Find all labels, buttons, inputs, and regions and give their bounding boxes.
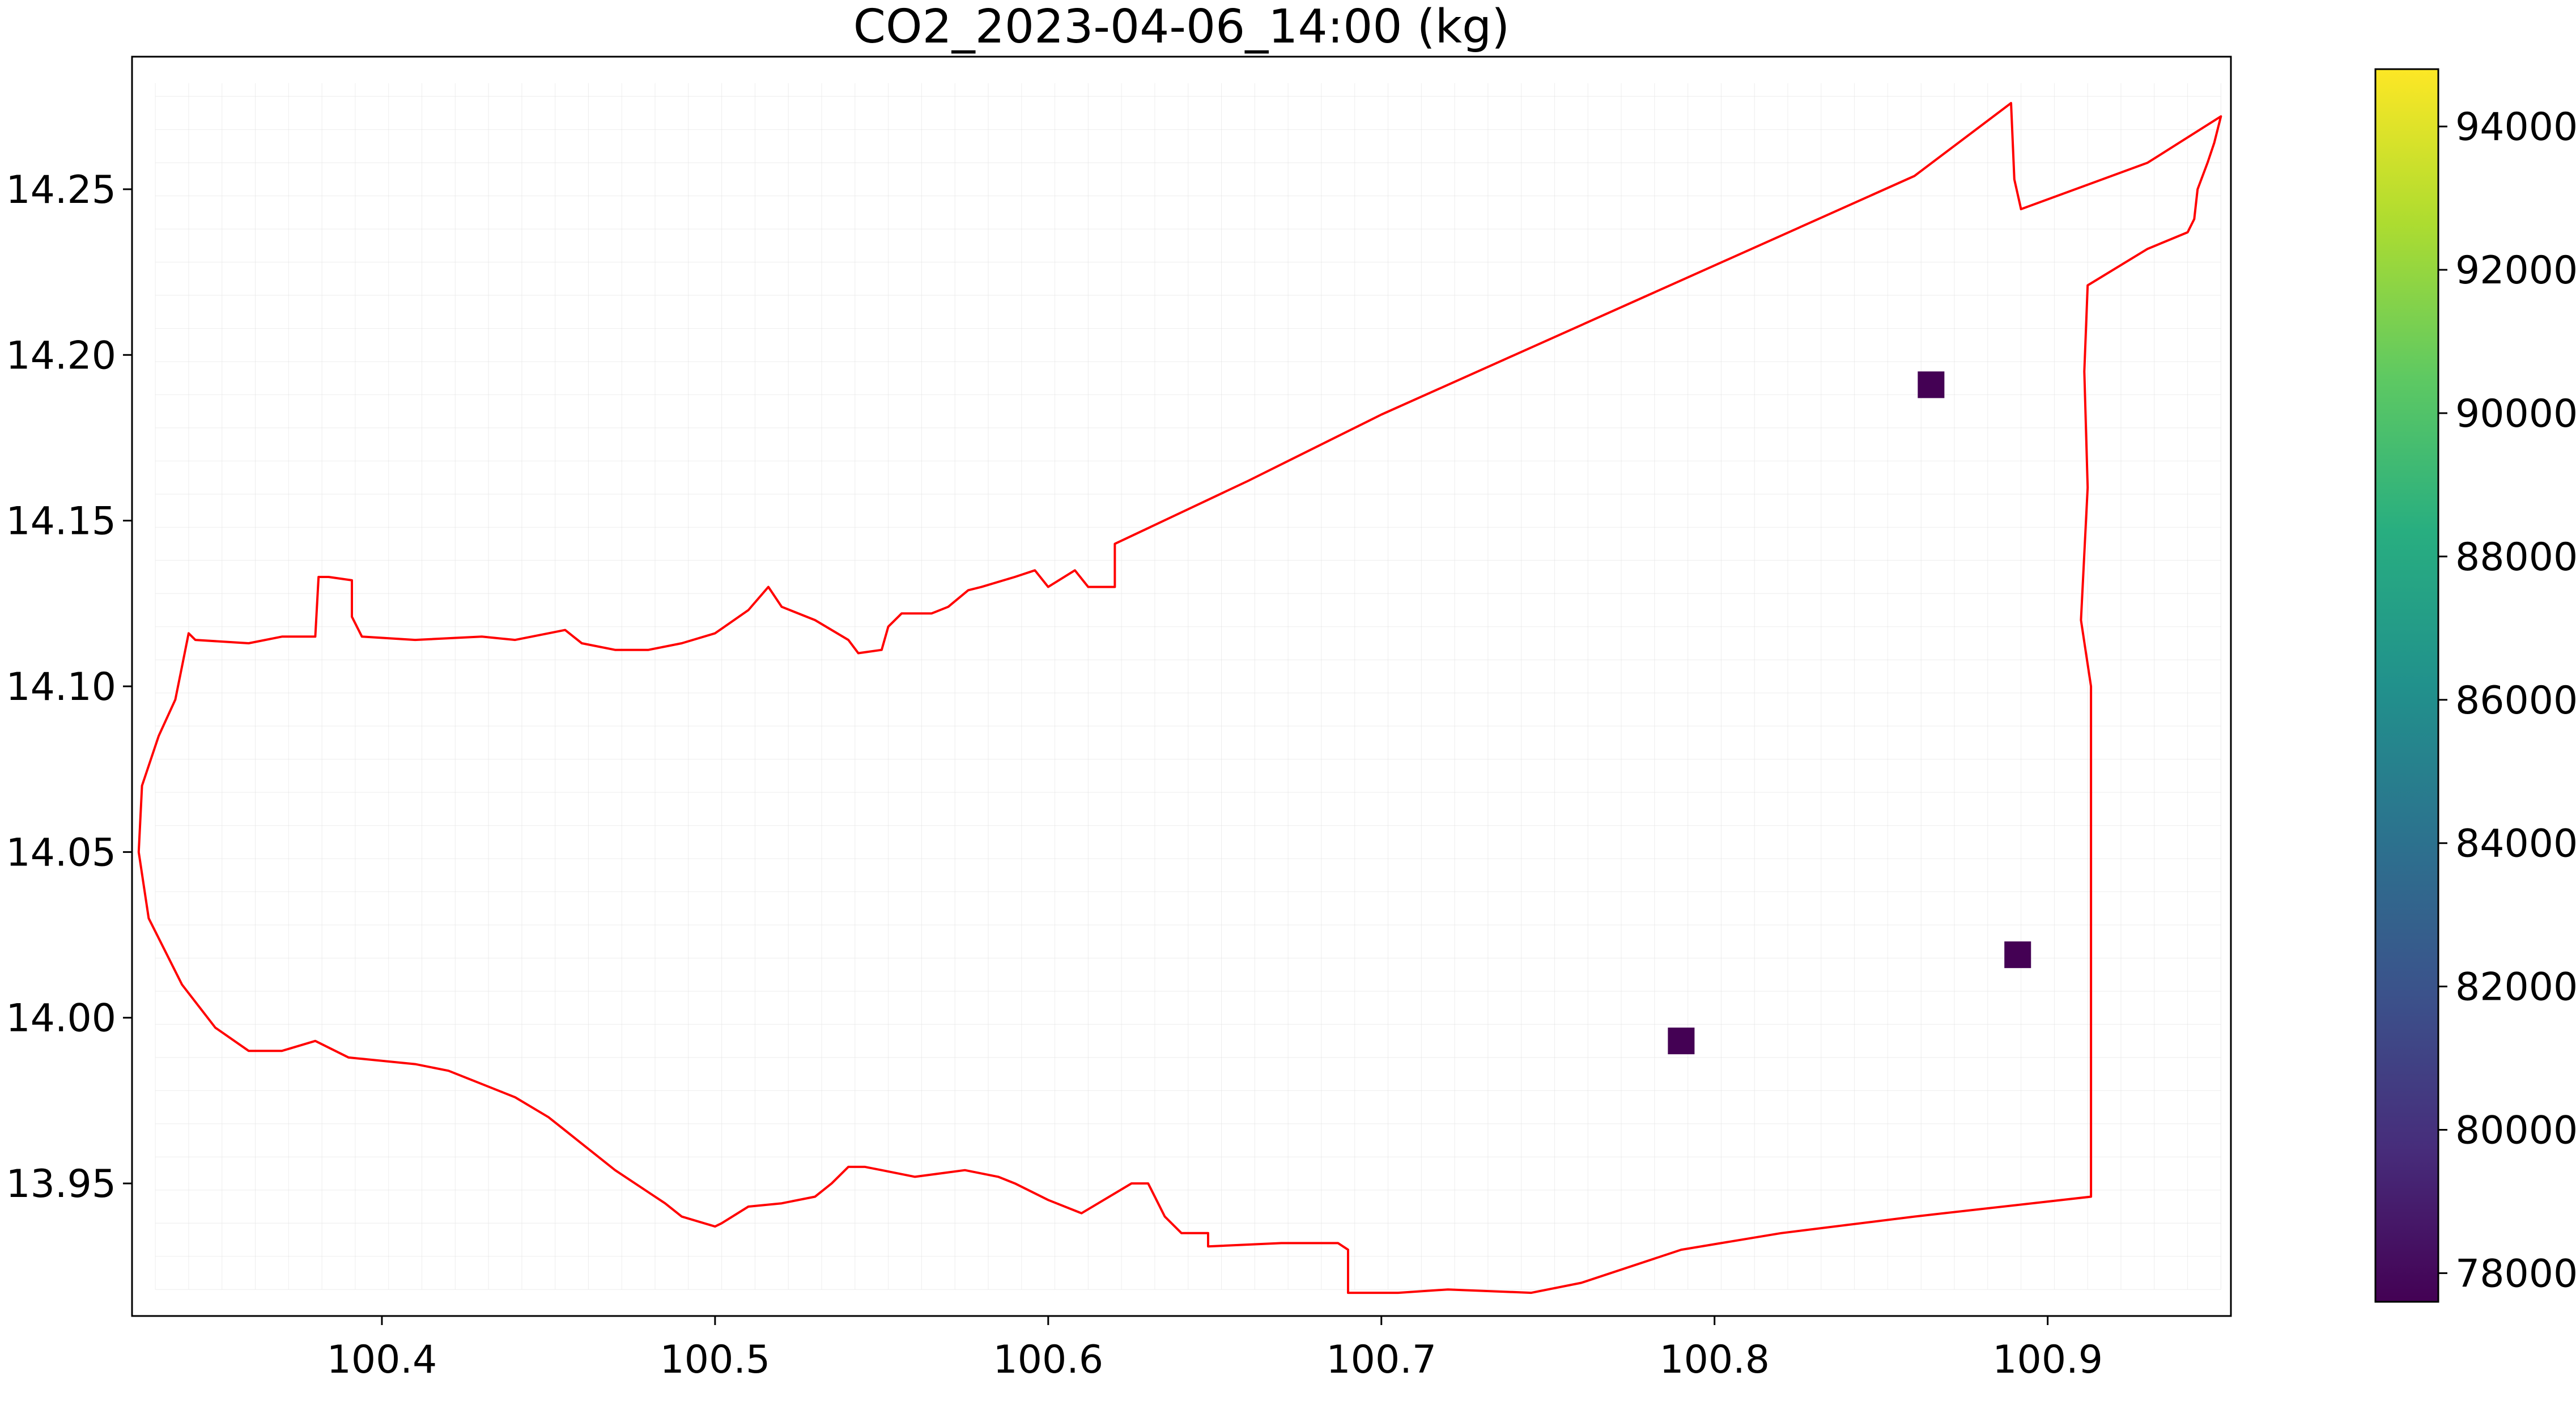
colorbar-tick-label: 80000 [2455, 1109, 2576, 1153]
colorbar-tick-label: 78000 [2455, 1251, 2576, 1296]
colorbar-tick-label: 84000 [2455, 822, 2576, 867]
cells-layer [1668, 371, 2031, 1055]
emission-cell [2004, 941, 2031, 969]
y-axis: 13.95 14.00 14.05 14.10 14.15 14.20 14.25 [6, 168, 132, 1207]
boundary-outline [137, 101, 2222, 1294]
emission-cell [1668, 1028, 1695, 1055]
x-tick-label: 100.5 [660, 1338, 771, 1382]
y-tick-label: 14.25 [6, 168, 116, 213]
y-tick-label: 14.10 [6, 665, 116, 710]
colorbar-axis: 78000 80000 82000 84000 86000 88000 90000 92000… [2438, 105, 2576, 1296]
colorbar-tick-label: 82000 [2455, 965, 2576, 1010]
y-tick-label: 14.05 [6, 830, 116, 875]
x-tick-label: 100.7 [1326, 1338, 1436, 1382]
y-tick-label: 13.95 [6, 1162, 116, 1207]
x-axis: 100.4 100.5 100.6 100.7 100.8 100.9 [327, 1316, 2103, 1382]
y-tick-label: 14.15 [6, 499, 116, 544]
y-tick-label: 14.20 [6, 333, 116, 378]
chart-title: CO2_2023-04-06_14:00 (kg) [853, 0, 1510, 54]
colorbar [2374, 68, 2439, 1303]
x-tick-label: 100.6 [993, 1338, 1103, 1382]
colorbar-tick-label: 88000 [2455, 535, 2576, 580]
colorbar-tick-label: 86000 [2455, 678, 2576, 723]
grid-layer [155, 83, 2221, 1290]
plot-frame [131, 56, 2232, 1317]
x-tick-label: 100.4 [327, 1338, 437, 1382]
emission-cell [1918, 371, 1945, 398]
x-tick-label: 100.8 [1659, 1338, 1770, 1382]
y-tick-label: 14.00 [6, 996, 116, 1041]
colorbar-tick-label: 94000 [2455, 105, 2576, 150]
colorbar-tick-label: 90000 [2455, 392, 2576, 436]
x-tick-label: 100.9 [1992, 1338, 2103, 1382]
colorbar-tick-label: 92000 [2455, 248, 2576, 293]
